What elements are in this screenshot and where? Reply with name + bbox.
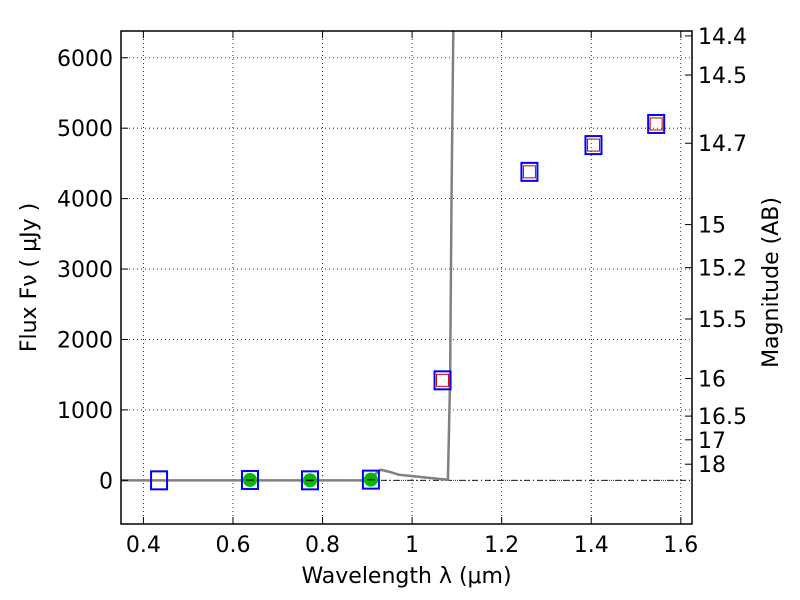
y2-tick-label: 14.4 [698,25,747,50]
observed-point-square [361,469,380,490]
y2-tick-label: 15.5 [698,308,747,333]
observed-point-square [300,470,319,491]
y2-axis-label: Magnitude (AB) [759,197,784,368]
model-spectrum-line [121,30,455,482]
y2-tick-label: 14.7 [698,132,747,157]
y-axis-label: Flux Fν ( μJy ) [17,203,42,352]
axis-ticks: 0.4 0.6 0.8 1 1.2 1.4 1.6 0 1000 2000 3000 4000 5000… [57,25,747,558]
y-tick-label: 6000 [57,47,113,72]
x-tick-label: 1.2 [484,533,519,558]
y-tick-label: 1000 [57,399,113,424]
x-tick-label: 1.6 [663,533,698,558]
observed-point-square [433,370,452,391]
model-point-square [436,373,450,387]
model-point-square [586,138,600,152]
x-tick-label: 0.4 [126,533,161,558]
y2-tick-label: 16 [698,368,726,393]
x-tick-label: 0.6 [215,533,250,558]
x-tick-label: 1.4 [574,533,609,558]
data-marks [121,30,666,491]
y2-tick-label: 17 [698,429,726,454]
model-point-square [522,165,536,179]
observed-point-square [150,470,169,491]
y-tick-label: 5000 [57,117,113,142]
observed-point-square [647,113,666,134]
observed-point-square [240,469,259,490]
y2-tick-label: 18 [698,453,726,478]
y-tick-label: 2000 [57,328,113,353]
y-tick-label: 0 [99,469,113,494]
y-tick-label: 4000 [57,188,113,213]
x-tick-label: 1 [405,533,419,558]
observed-point-square [520,161,539,182]
x-tick-label: 0.8 [305,533,340,558]
plot-frame [120,30,693,525]
observed-point-square [584,135,603,156]
y2-tick-label: 14.5 [698,64,747,89]
y2-tick-label: 16.5 [698,405,747,430]
model-point-square [649,117,663,131]
y2-tick-label: 15 [698,214,726,239]
grid-lines [121,31,692,524]
y-tick-label: 3000 [57,258,113,283]
y2-tick-label: 15.2 [698,257,747,282]
x-axis-label: Wavelength λ (μm) [301,564,511,589]
